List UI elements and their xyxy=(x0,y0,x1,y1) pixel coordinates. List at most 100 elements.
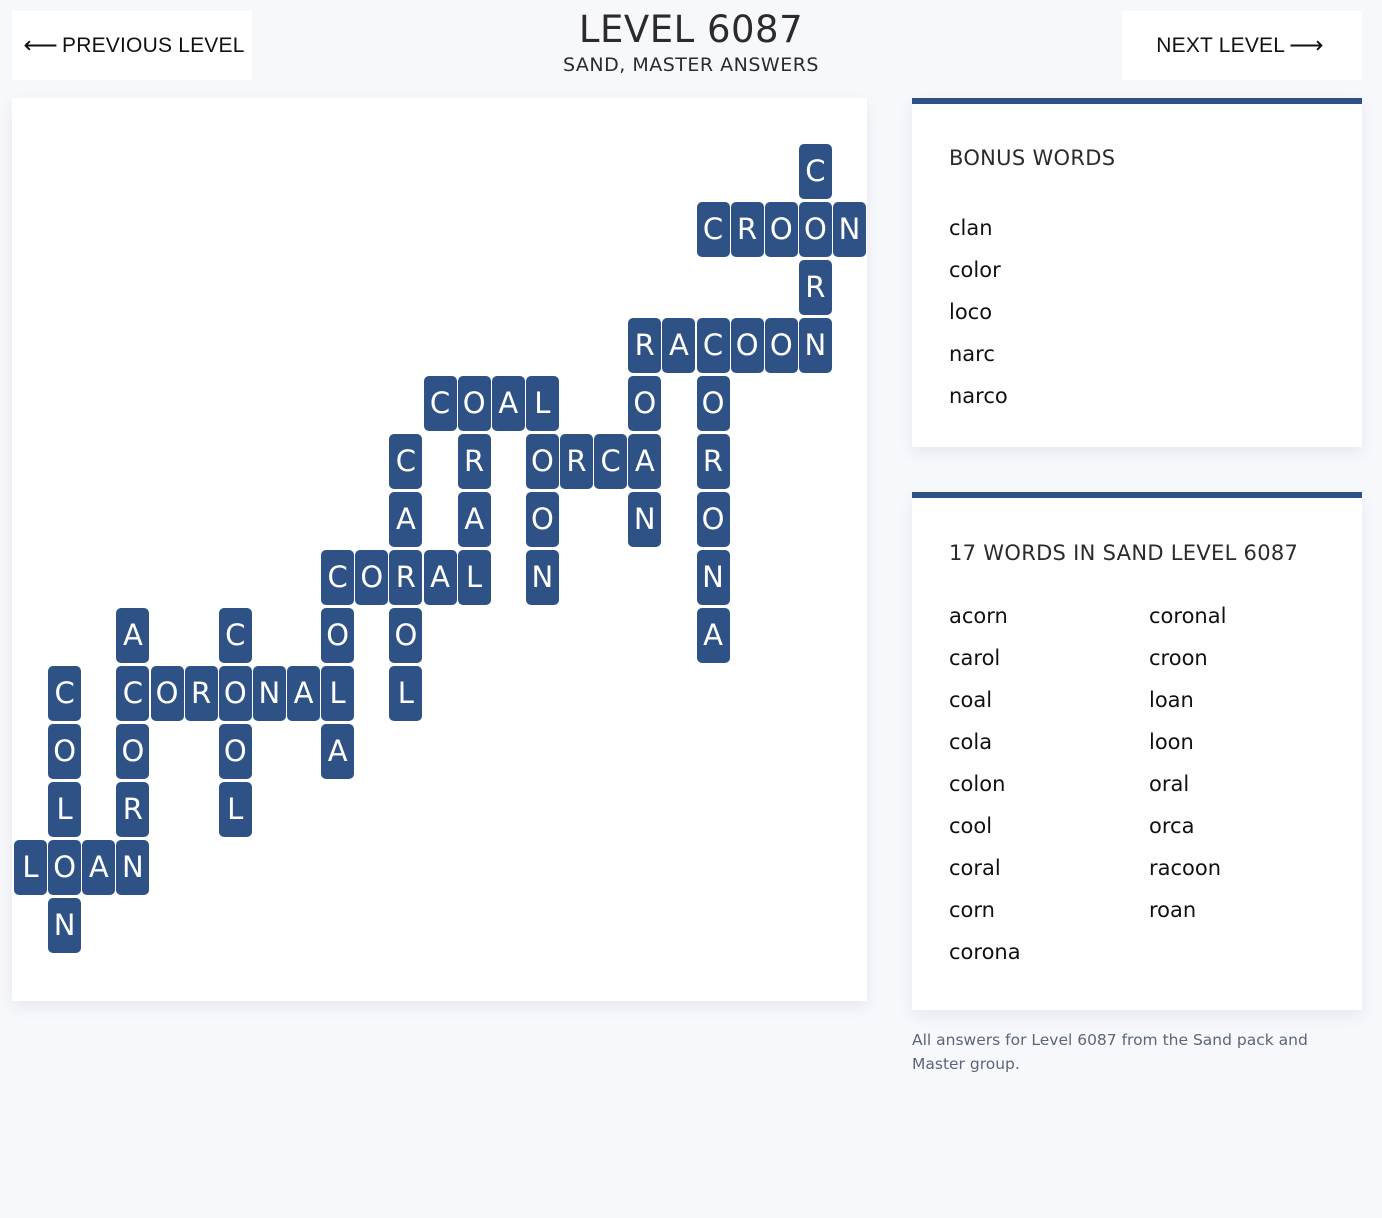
letter-tile: R xyxy=(184,666,218,721)
letter-tile: L xyxy=(389,666,423,721)
word-item: narco xyxy=(949,384,1008,408)
page-title: LEVEL 6087 xyxy=(578,8,804,51)
letter-tile: R xyxy=(730,202,764,257)
letter-tile: R xyxy=(457,434,491,489)
letter-tile: O xyxy=(696,376,730,431)
word-item: cola xyxy=(949,730,993,754)
letter-tile: R xyxy=(560,434,593,489)
letter-tile: L xyxy=(321,666,355,721)
letter-tile: O xyxy=(321,608,355,663)
bonus-words-heading: BONUS WORDS xyxy=(949,146,1116,170)
next-level-button[interactable]: NEXT LEVEL ⟶ xyxy=(1122,11,1362,80)
next-level-label: NEXT LEVEL xyxy=(1156,33,1286,57)
letter-tile: O xyxy=(764,202,798,257)
letter-tile: O xyxy=(218,724,252,779)
letter-tile: R xyxy=(798,260,832,315)
letter-tile: O xyxy=(218,666,252,721)
level-words-panel: 17 WORDS IN SAND LEVEL 6087 acorn carol co… xyxy=(912,492,1362,1010)
letter-tile: C xyxy=(48,666,82,721)
page-header: LEVEL 6087 SAND, MASTER ANSWERS xyxy=(400,8,982,76)
arrow-right-icon: ⟶ xyxy=(1289,32,1324,59)
letter-tile: N xyxy=(48,898,82,953)
letter-tile: A xyxy=(662,318,696,373)
bonus-words-panel: BONUS WORDS clan color loco narc narco xyxy=(912,98,1362,447)
letter-tile: A xyxy=(457,492,491,547)
word-item: croon xyxy=(1149,646,1208,670)
letter-tile: O xyxy=(525,434,559,489)
letter-tile: C xyxy=(389,434,423,489)
letter-tile: O xyxy=(48,840,82,895)
word-item: corn xyxy=(949,898,995,922)
word-item: loan xyxy=(1149,688,1194,712)
letter-tile: C xyxy=(218,608,252,663)
word-item: cool xyxy=(949,814,993,838)
page-subtitle: SAND, MASTER ANSWERS xyxy=(563,54,819,76)
letter-tile: R xyxy=(389,550,423,605)
letter-tile: C xyxy=(798,144,832,199)
letter-tile: C xyxy=(594,434,628,489)
word-item: carol xyxy=(949,646,1001,670)
word-item: acorn xyxy=(949,604,1008,628)
letter-tile: L xyxy=(457,550,491,605)
letter-tile: N xyxy=(525,550,559,605)
word-item: oral xyxy=(1149,772,1190,796)
word-item: coal xyxy=(949,688,993,712)
letter-tile: R xyxy=(116,782,150,837)
word-item: racoon xyxy=(1149,856,1222,880)
word-item: orca xyxy=(1149,814,1195,838)
letter-tile: N xyxy=(252,666,286,721)
previous-level-label: PREVIOUS LEVEL xyxy=(62,33,245,57)
letter-tile: A xyxy=(116,608,150,663)
letter-tile: O xyxy=(150,666,184,721)
letter-tile: L xyxy=(14,840,47,895)
letter-tile: N xyxy=(833,202,866,257)
letter-tile: A xyxy=(82,840,116,895)
letter-tile: O xyxy=(457,376,491,431)
letter-tile: L xyxy=(48,782,82,837)
letter-tile: O xyxy=(525,492,559,547)
letter-tile: N xyxy=(628,492,662,547)
word-item: clan xyxy=(949,216,993,240)
bonus-words-list: clan color loco narc narco xyxy=(949,207,1008,417)
letter-tile: O xyxy=(116,724,150,779)
letter-tile: N xyxy=(798,318,832,373)
letter-tile: O xyxy=(730,318,764,373)
word-item: colon xyxy=(949,772,1006,796)
letter-tile: O xyxy=(696,492,730,547)
letter-tile: O xyxy=(764,318,798,373)
letter-tile: A xyxy=(628,434,662,489)
word-item: coronal xyxy=(1149,604,1227,628)
letter-tile: C xyxy=(696,318,730,373)
letter-tile: L xyxy=(218,782,252,837)
word-item: color xyxy=(949,258,1001,282)
letter-tile: A xyxy=(696,608,730,663)
letter-tile: R xyxy=(696,434,730,489)
word-item: corona xyxy=(949,940,1021,964)
letter-tile: L xyxy=(525,376,559,431)
letter-tile: A xyxy=(389,492,423,547)
word-item: roan xyxy=(1149,898,1197,922)
letter-tile: O xyxy=(798,202,832,257)
letter-tile: N xyxy=(696,550,730,605)
letter-tile: C xyxy=(696,202,730,257)
letter-tile: O xyxy=(628,376,662,431)
word-item: loon xyxy=(1149,730,1194,754)
letter-tile: A xyxy=(423,550,457,605)
previous-level-button[interactable]: ⟵ PREVIOUS LEVEL xyxy=(12,11,252,80)
footer-note: All answers for Level 6087 from the Sand… xyxy=(912,1031,1308,1073)
letter-tile: O xyxy=(355,550,389,605)
letter-tile: A xyxy=(321,724,355,779)
level-words-heading: 17 WORDS IN SAND LEVEL 6087 xyxy=(949,541,1299,565)
word-item: narc xyxy=(949,342,995,366)
word-item: loco xyxy=(949,300,993,324)
letter-tile: C xyxy=(321,550,355,605)
letter-tile: N xyxy=(116,840,150,895)
letter-tile: A xyxy=(287,666,320,721)
letter-tile: A xyxy=(491,376,525,431)
level-words-list: acorn carol coal cola colon cool coral corn coro… xyxy=(949,595,1349,973)
letter-tile: C xyxy=(423,376,457,431)
word-item: coral xyxy=(949,856,1001,880)
letter-tile: C xyxy=(116,666,150,721)
letter-tile: O xyxy=(48,724,82,779)
